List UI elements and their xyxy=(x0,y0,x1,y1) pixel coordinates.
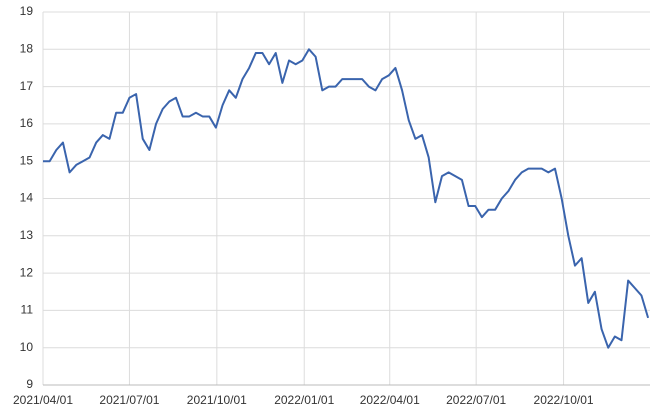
x-tick-label: 2021/07/01 xyxy=(99,393,159,407)
y-tick-label: 11 xyxy=(21,303,34,317)
y-tick-label: 9 xyxy=(26,377,33,391)
y-tick-label: 17 xyxy=(20,79,34,93)
y-tick-label: 12 xyxy=(20,265,34,279)
x-tick-label: 2022/07/01 xyxy=(446,393,506,407)
x-tick-label: 2022/10/01 xyxy=(534,393,594,407)
y-tick-label: 16 xyxy=(20,116,34,130)
y-tick-label: 13 xyxy=(20,228,34,242)
x-tick-label: 2022/04/01 xyxy=(360,393,420,407)
x-tick-label: 2022/01/01 xyxy=(274,393,334,407)
x-tick-label: 2021/10/01 xyxy=(187,393,247,407)
y-tick-label: 19 xyxy=(20,4,34,18)
y-tick-label: 15 xyxy=(20,153,34,167)
x-tick-label: 2021/04/01 xyxy=(13,393,73,407)
data-line xyxy=(43,48,650,349)
y-tick-label: 18 xyxy=(20,41,34,55)
y-tick-label: 10 xyxy=(20,340,34,354)
y-tick-label: 14 xyxy=(20,191,34,205)
